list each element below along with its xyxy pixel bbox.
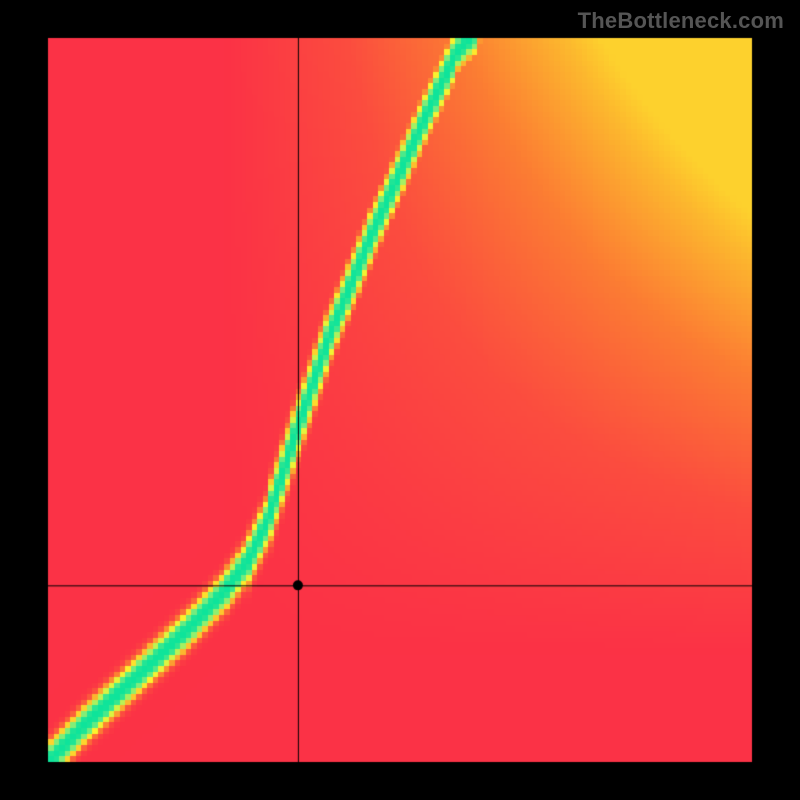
watermark-label: TheBottleneck.com bbox=[578, 8, 784, 34]
chart-container: TheBottleneck.com bbox=[0, 0, 800, 800]
bottleneck-heatmap bbox=[0, 0, 800, 800]
